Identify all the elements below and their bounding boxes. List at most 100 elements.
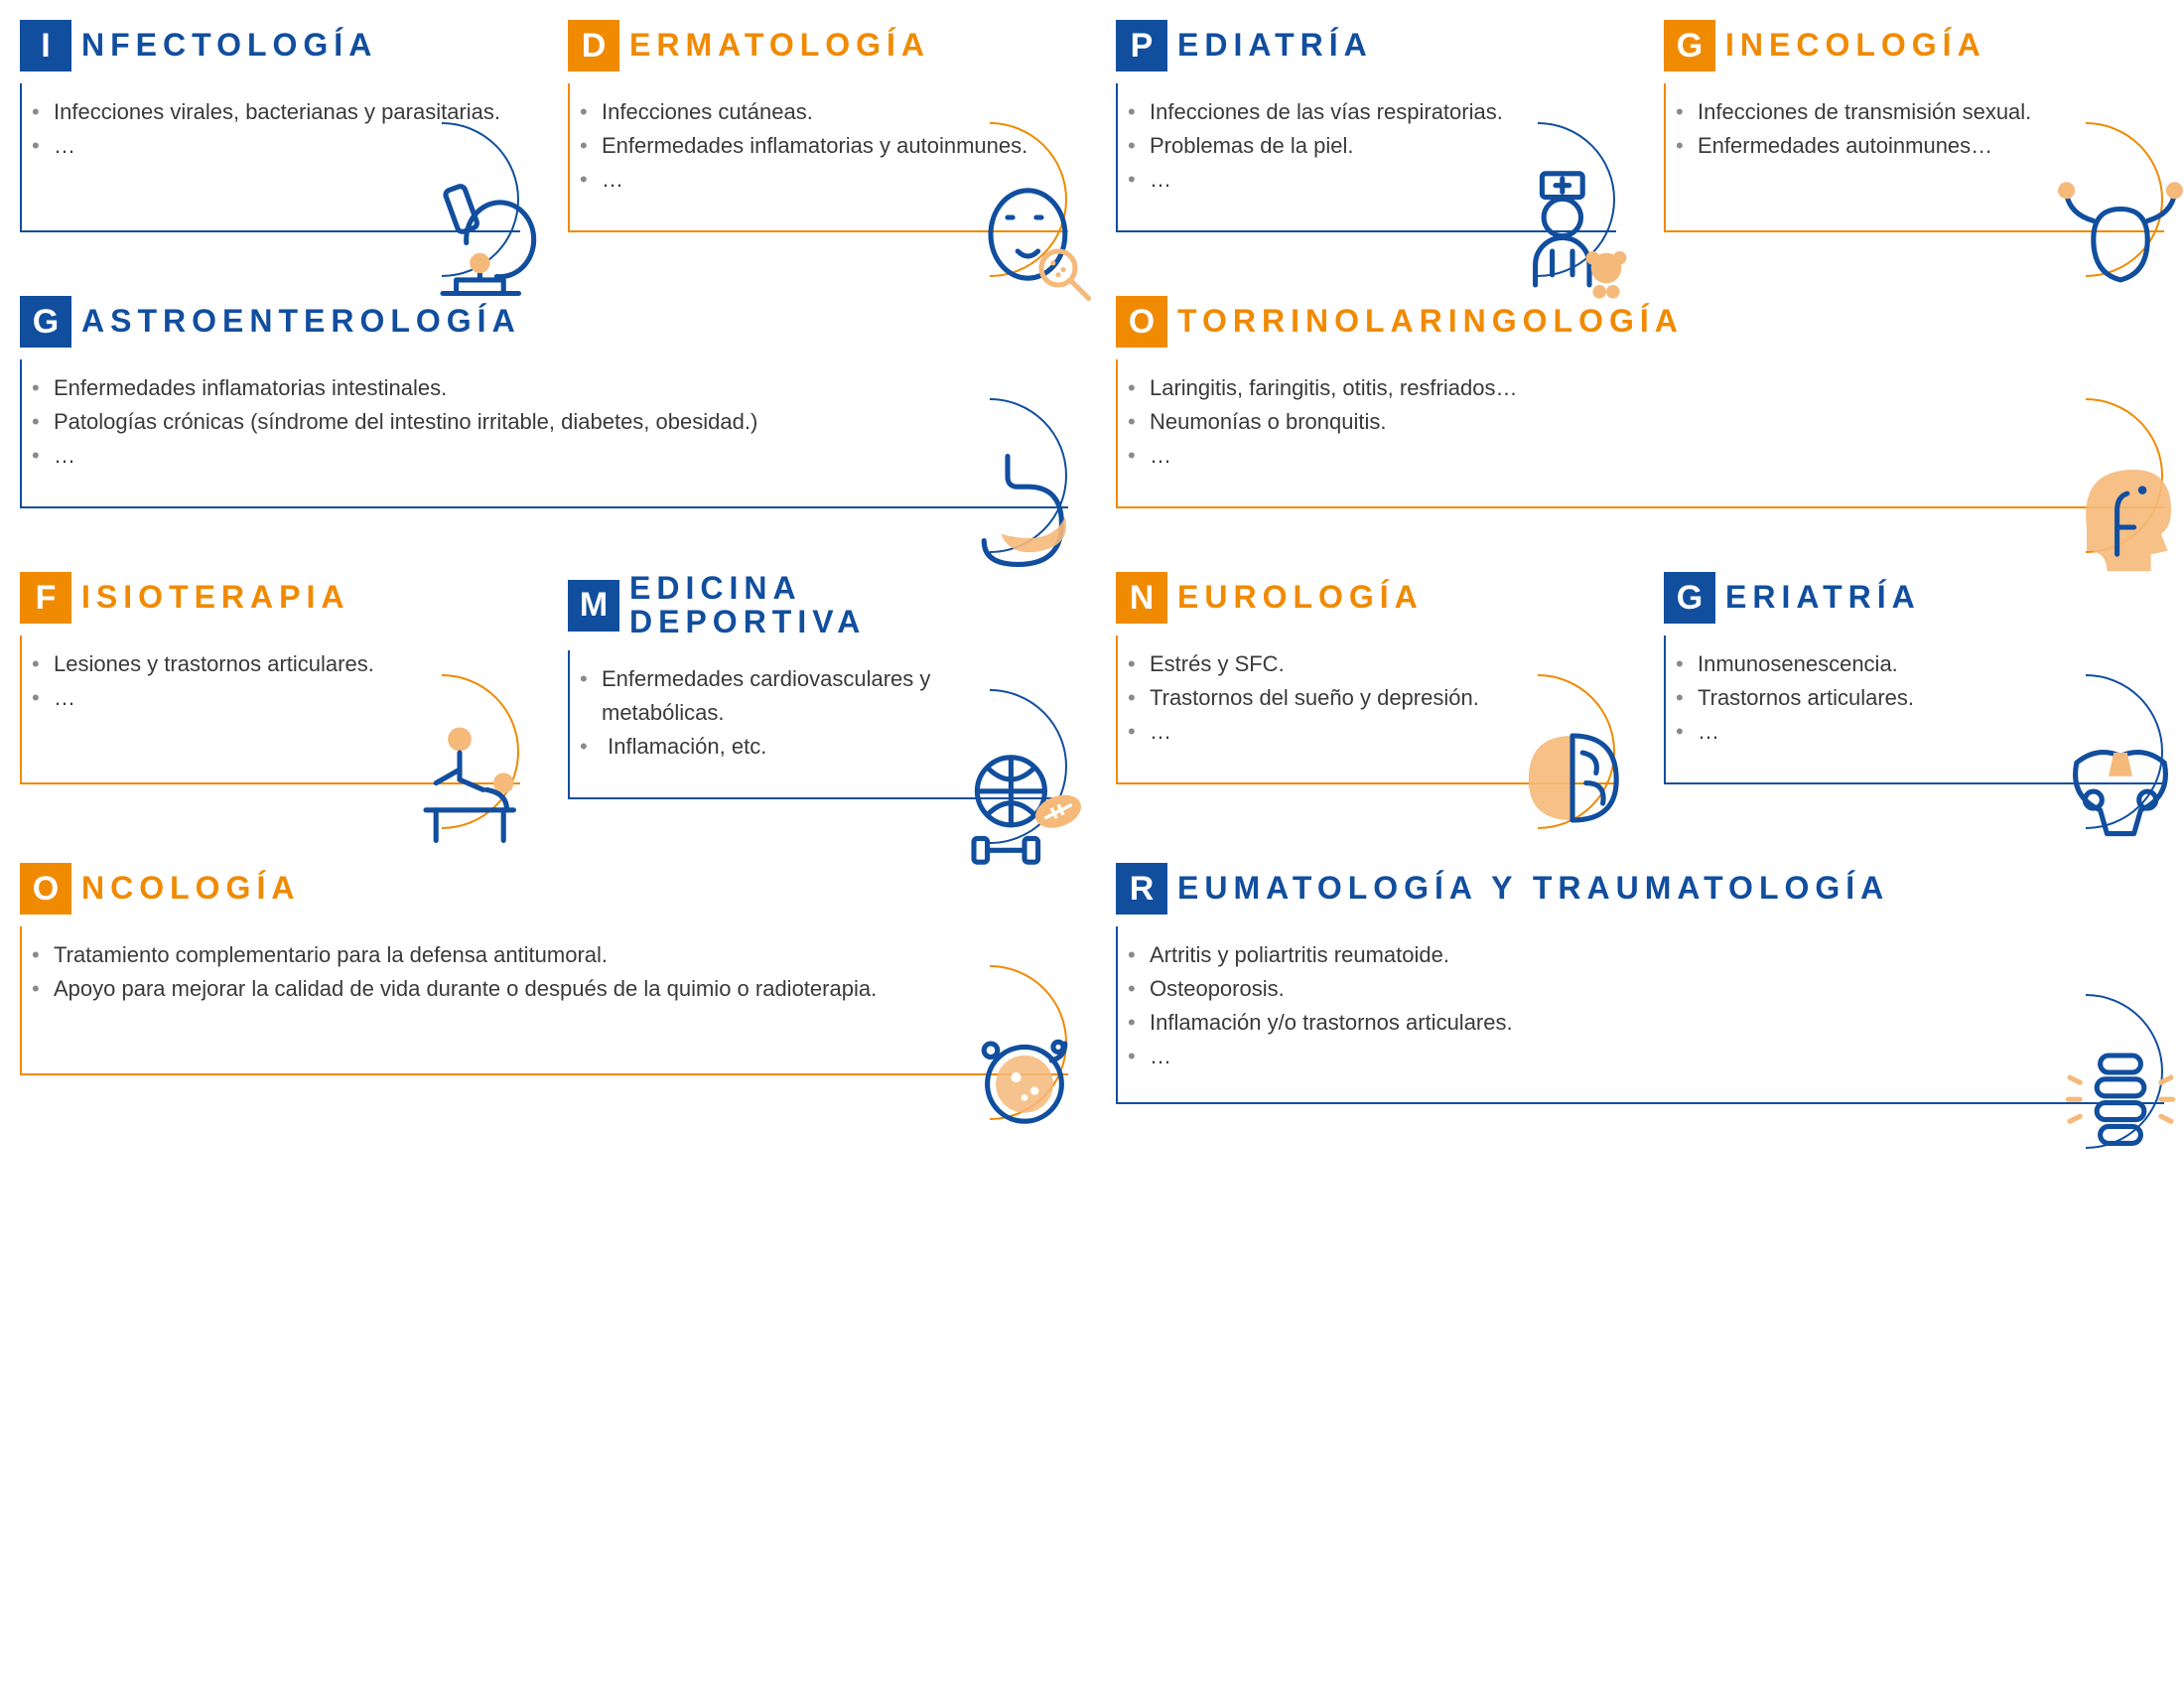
card-items: Laringitis, faringitis, otitis, resfriad… [1138,371,2144,473]
card-body: Lesiones y trastornos articulares.… [20,635,520,784]
grid-row: GASTROENTEROLOGÍA Enfermedades inflamator… [20,296,2164,508]
specialty-card-geriatria: G ERIATRÍA Inmunosenescencia.Trastornos ar… [1664,572,2164,799]
card-item: Problemas de la piel. [1150,129,1596,163]
card-item: … [602,163,1048,197]
card-title: MEDICINA DEPORTIVA [568,572,1068,638]
grid-row: I NFECTOLOGÍA Infecciones virales, bacteri… [20,20,2164,232]
title-rest: EUROLOGÍA [1177,581,1424,615]
title-rest: ASTROENTEROLOGÍA [81,305,521,339]
card-title: R EUMATOLOGÍA Y TRAUMATOLOGÍA [1116,863,2164,915]
card-items: Enfermedades inflamatorias intestinales.… [42,371,1048,473]
title-rest: EUMATOLOGÍA Y TRAUMATOLOGÍA [1177,872,1889,906]
title-first-letter: G [1664,572,1715,624]
card-body: Enfermedades cardiovasculares y metabóli… [568,650,1068,799]
specialty-card-neurologia: N EUROLOGÍA Estrés y SFC.Trastornos del su… [1116,572,1616,799]
title-first-letter: N [1116,572,1167,624]
card-items: Infecciones de las vías respiratorias.Pr… [1138,95,1596,197]
specialty-card-pediatria: P EDIATRÍA Infecciones de las vías respira… [1116,20,1616,232]
card-body: Laringitis, faringitis, otitis, resfriad… [1116,359,2164,508]
card-item: Lesiones y trastornos articulares. [54,647,500,681]
card-item: … [1698,715,2144,749]
card-item: Artritis y poliartritis reumatoide. [1150,938,2144,972]
title-rest: NFECTOLOGÍA [81,29,377,63]
card-items: Infecciones virales, bacterianas y paras… [42,95,500,163]
title-first-letter: I [20,20,71,71]
specialty-card-reumatologia: R EUMATOLOGÍA Y TRAUMATOLOGÍA Artritis y p… [1116,863,2164,1103]
title-first-letter: M [568,580,619,632]
card-body: Artritis y poliartritis reumatoide.Osteo… [1116,926,2164,1103]
card-item: … [1150,163,1596,197]
card-title: N EUROLOGÍA [1116,572,1616,624]
card-item: Infecciones de las vías respiratorias. [1150,95,1596,129]
title-rest: ERIATRÍA [1725,581,1921,615]
card-body: Infecciones cutáneas.Enfermedades inflam… [568,83,1068,232]
card-items: Infecciones de transmisión sexual.Enferm… [1686,95,2144,163]
specialty-card-otorrinolaringologia: O TORRINOLARINGOLOGÍA Laringitis, faringit… [1116,296,2164,508]
card-item: Enfermedades inflamatorias intestinales. [54,371,1048,405]
title-first-letter: O [1116,296,1167,348]
specialty-card-fisioterapia: F ISIOTERAPIA Lesiones y trastornos articu… [20,572,520,799]
card-body: Inmunosenescencia.Trastornos articulares… [1664,635,2164,784]
card-item: … [54,439,1048,473]
card-item: Enfermedades cardiovasculares y metabóli… [602,662,1048,730]
card-item: Osteoporosis. [1150,972,2144,1006]
card-item: Neumonías o bronquitis. [1150,405,2144,439]
title-rest: INECOLOGÍA [1725,29,1986,63]
card-items: Tratamiento complementario para la defen… [42,938,1048,1006]
card-item: Infecciones de transmisión sexual. [1698,95,2144,129]
title-first-letter: G [1664,20,1715,71]
title-rest: EDIATRÍA [1177,29,1373,63]
card-body: Infecciones virales, bacterianas y paras… [20,83,520,232]
card-item: … [54,681,500,715]
card-item: Inflamación, etc. [602,730,1048,764]
card-item: … [54,129,500,163]
card-item: Laringitis, faringitis, otitis, resfriad… [1150,371,2144,405]
card-item: Enfermedades inflamatorias y autoinmunes… [602,129,1048,163]
card-item: … [1150,439,2144,473]
specialties-grid: I NFECTOLOGÍA Infecciones virales, bacteri… [20,20,2164,1104]
card-body: Infecciones de transmisión sexual.Enferm… [1664,83,2164,232]
card-item: Patologías crónicas (síndrome del intest… [54,405,1048,439]
title-rest: ISIOTERAPIA [81,581,349,615]
card-item: Tratamiento complementario para la defen… [54,938,1048,972]
card-item: Infecciones virales, bacterianas y paras… [54,95,500,129]
card-items: Enfermedades cardiovasculares y metabóli… [590,662,1048,764]
card-items: Artritis y poliartritis reumatoide.Osteo… [1138,938,2144,1073]
card-items: Inmunosenescencia.Trastornos articulares… [1686,647,2144,749]
card-body: Estrés y SFC.Trastornos del sueño y depr… [1116,635,1616,784]
title-rest: NCOLOGÍA [81,872,300,906]
card-item: … [1150,1040,2144,1073]
card-items: Lesiones y trastornos articulares.… [42,647,500,715]
card-item: … [1150,715,1596,749]
card-title: P EDIATRÍA [1116,20,1616,71]
specialty-card-gastroenterologia: GASTROENTEROLOGÍA Enfermedades inflamator… [20,296,1068,508]
card-item: Infecciones cutáneas. [602,95,1048,129]
card-title: G INECOLOGÍA [1664,20,2164,71]
title-rest: TORRINOLARINGOLOGÍA [1177,305,1684,339]
card-item: Enfermedades autoinmunes… [1698,129,2144,163]
title-first-letter: F [20,572,71,624]
title-first-letter: D [568,20,619,71]
title-rest: EDICINA DEPORTIVA [629,572,947,638]
card-title: D ERMATOLOGÍA [568,20,1068,71]
card-body: Tratamiento complementario para la defen… [20,926,1068,1075]
card-item: Estrés y SFC. [1150,647,1596,681]
card-body: Enfermedades inflamatorias intestinales.… [20,359,1068,508]
card-item: Trastornos del sueño y depresión. [1150,681,1596,715]
card-items: Infecciones cutáneas.Enfermedades inflam… [590,95,1048,197]
card-title: GASTROENTEROLOGÍA [20,296,1068,348]
card-body: Infecciones de las vías respiratorias.Pr… [1116,83,1616,232]
grid-row: O NCOLOGÍA Tratamiento complementario para… [20,863,2164,1103]
card-title: I NFECTOLOGÍA [20,20,520,71]
specialty-card-medicina_deportiva: MEDICINA DEPORTIVA Enfermedades cardiovas… [568,572,1068,799]
title-rest: ERMATOLOGÍA [629,29,930,63]
card-item: Inflamación y/o trastornos articulares. [1150,1006,2144,1040]
title-first-letter: P [1116,20,1167,71]
grid-row: F ISIOTERAPIA Lesiones y trastornos articu… [20,572,2164,799]
title-first-letter: O [20,863,71,915]
title-first-letter: R [1116,863,1167,915]
card-title: O NCOLOGÍA [20,863,1068,915]
specialty-card-infectologia: I NFECTOLOGÍA Infecciones virales, bacteri… [20,20,520,232]
card-title: F ISIOTERAPIA [20,572,520,624]
specialty-card-oncologia: O NCOLOGÍA Tratamiento complementario para… [20,863,1068,1103]
